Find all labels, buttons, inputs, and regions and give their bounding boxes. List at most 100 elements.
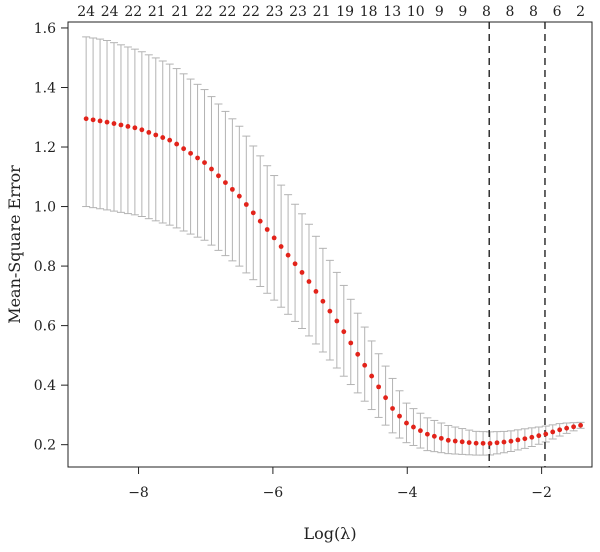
x-tick-label: −8 <box>128 485 149 501</box>
top-axis-label: 22 <box>242 4 260 20</box>
x-tick-label: −6 <box>263 485 284 501</box>
top-axis-label: 24 <box>101 4 119 20</box>
y-axis-title: Mean-Square Error <box>5 165 24 324</box>
data-point <box>229 186 235 192</box>
points-group <box>83 116 583 446</box>
top-axis-label: 23 <box>289 4 307 20</box>
data-point <box>438 435 444 441</box>
x-axis-title: Log(λ) <box>303 524 356 543</box>
data-point <box>174 141 180 147</box>
data-point <box>181 146 187 152</box>
data-point <box>501 439 507 445</box>
data-point <box>557 427 563 433</box>
plot-frame <box>67 21 593 468</box>
top-axis-label: 21 <box>148 4 166 20</box>
data-point <box>376 384 382 390</box>
data-point <box>543 431 549 437</box>
data-point <box>390 406 395 411</box>
data-point <box>250 210 256 216</box>
data-point <box>564 425 570 431</box>
data-point <box>494 440 500 446</box>
errorbars-group <box>82 36 585 456</box>
data-point <box>466 440 472 446</box>
data-point <box>292 261 298 267</box>
top-axis-label: 23 <box>266 4 284 20</box>
data-point <box>216 173 221 179</box>
data-point <box>83 116 89 122</box>
data-point <box>362 362 368 368</box>
data-point <box>452 438 458 444</box>
data-point <box>550 429 556 435</box>
data-point <box>90 117 96 123</box>
top-axis-label: 21 <box>171 4 189 20</box>
data-point <box>459 439 465 445</box>
data-point <box>264 227 270 232</box>
data-point <box>383 395 388 401</box>
y-axis: 0.2 0.4 0.6 0.8 1.0 1.2 1.4 1.6 <box>34 21 68 454</box>
data-point <box>424 431 430 437</box>
data-point <box>327 308 333 314</box>
data-point <box>202 160 207 165</box>
data-point <box>236 193 242 199</box>
data-point <box>578 422 583 428</box>
data-point <box>355 351 361 357</box>
data-point <box>278 244 284 249</box>
top-axis-label: 19 <box>336 4 354 20</box>
y-tick-label: 0.4 <box>34 378 56 394</box>
data-point <box>369 373 375 379</box>
data-point <box>348 340 354 346</box>
data-point <box>188 150 193 156</box>
data-point <box>223 180 228 185</box>
data-point <box>299 270 305 275</box>
data-point <box>167 137 173 143</box>
y-tick-label: 1.6 <box>34 21 56 37</box>
data-point <box>397 413 402 419</box>
data-point <box>306 279 312 284</box>
data-point <box>445 437 451 443</box>
data-point <box>508 438 514 444</box>
data-point <box>257 218 263 224</box>
data-point <box>473 440 479 446</box>
top-axis-label: 8 <box>482 4 491 20</box>
data-point <box>334 318 340 324</box>
data-point <box>515 437 521 443</box>
y-tick-label: 1.0 <box>34 200 56 216</box>
data-point <box>243 202 249 207</box>
x-tick-label: −2 <box>531 485 552 501</box>
top-axis-label: 24 <box>77 4 95 20</box>
top-axis-label: 13 <box>383 4 401 20</box>
data-point <box>536 433 542 439</box>
data-point <box>285 252 291 258</box>
data-point <box>411 424 416 430</box>
data-point <box>404 420 409 426</box>
data-point <box>341 329 347 335</box>
data-point <box>529 434 535 440</box>
data-point <box>195 155 200 161</box>
top-axis-labels: 24 24 22 21 21 22 22 22 23 23 21 19 18 13 10 9 9 8 8 8 6 2 <box>77 4 585 20</box>
data-point <box>418 428 423 434</box>
data-point <box>118 122 124 128</box>
data-point <box>139 127 145 133</box>
data-point <box>487 441 493 446</box>
top-axis-label: 9 <box>458 4 467 20</box>
top-axis-label: 22 <box>124 4 142 20</box>
data-point <box>160 135 166 140</box>
data-point <box>271 235 277 241</box>
top-axis-label: 10 <box>407 4 425 20</box>
y-tick-label: 1.4 <box>34 80 56 96</box>
top-axis-label: 8 <box>529 4 538 20</box>
data-point <box>153 132 159 138</box>
top-axis-label: 22 <box>218 4 236 20</box>
data-point <box>313 289 319 294</box>
reference-lines-group <box>488 22 546 467</box>
y-tick-label: 0.6 <box>34 319 56 335</box>
data-point <box>111 121 117 126</box>
data-point <box>431 433 437 439</box>
data-point <box>480 440 486 446</box>
x-axis: −8 −6 −4 −2 <box>128 466 552 501</box>
y-tick-label: 0.2 <box>34 438 56 454</box>
data-point <box>522 436 528 442</box>
top-axis-label: 21 <box>313 4 331 20</box>
